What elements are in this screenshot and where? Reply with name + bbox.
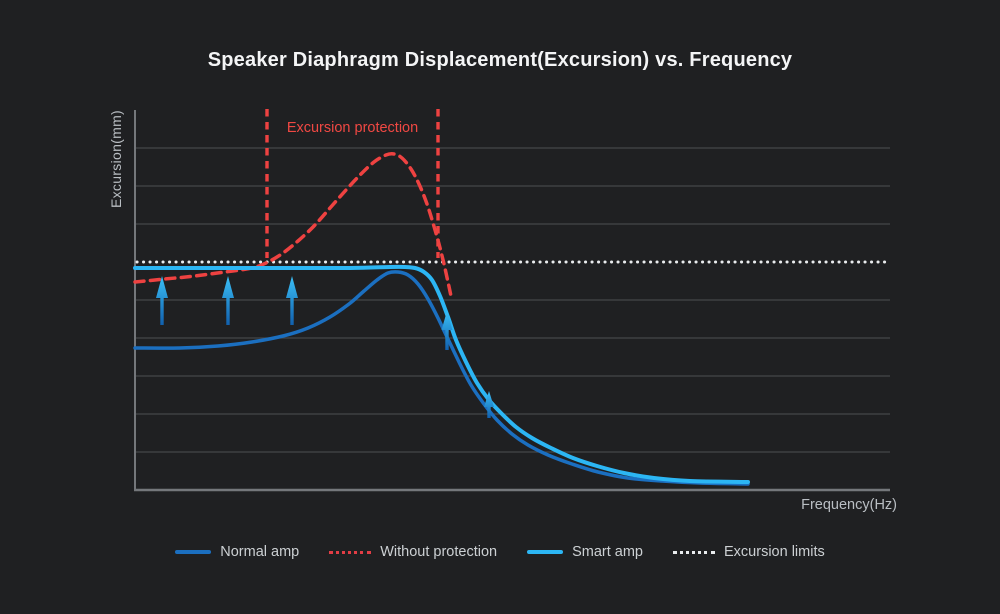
legend: Normal amp Without protection Smart amp … xyxy=(0,544,1000,560)
boost-arrow-head-icon xyxy=(441,311,453,330)
smart-amp-curve xyxy=(133,264,750,484)
normal-amp-line-swatch-icon xyxy=(175,550,212,554)
boost-arrow-head-icon xyxy=(484,391,494,407)
y-axis-label: Excursion(mm) xyxy=(108,109,124,209)
legend-label: Normal amp xyxy=(220,544,300,560)
legend-label: Excursion limits xyxy=(724,544,825,560)
legend-item-smart-amp: Smart amp xyxy=(527,544,643,560)
boost-arrow-head-icon xyxy=(286,276,298,298)
chart-title: Speaker Diaphragm Displacement(Excursion… xyxy=(207,49,793,71)
excursion-protection-label: Excursion protection xyxy=(286,120,419,136)
legend-item-normal-amp: Normal amp xyxy=(175,544,299,560)
excursion-limits-dotted-swatch-icon xyxy=(673,550,716,554)
x-axis-label: Frequency(Hz) xyxy=(801,497,897,513)
legend-item-excursion-limits: Excursion limits xyxy=(673,544,825,560)
normal-amp-curve xyxy=(133,270,750,486)
legend-label: Without protection xyxy=(380,544,498,560)
smart-amp-line-swatch-icon xyxy=(527,550,564,554)
legend-label: Smart amp xyxy=(572,544,644,560)
boost-arrow-head-icon xyxy=(222,276,234,298)
without-protection-dotted-swatch-icon xyxy=(329,550,372,554)
boost-arrow-head-icon xyxy=(156,276,168,298)
legend-item-without-protection: Without protection xyxy=(329,544,497,560)
